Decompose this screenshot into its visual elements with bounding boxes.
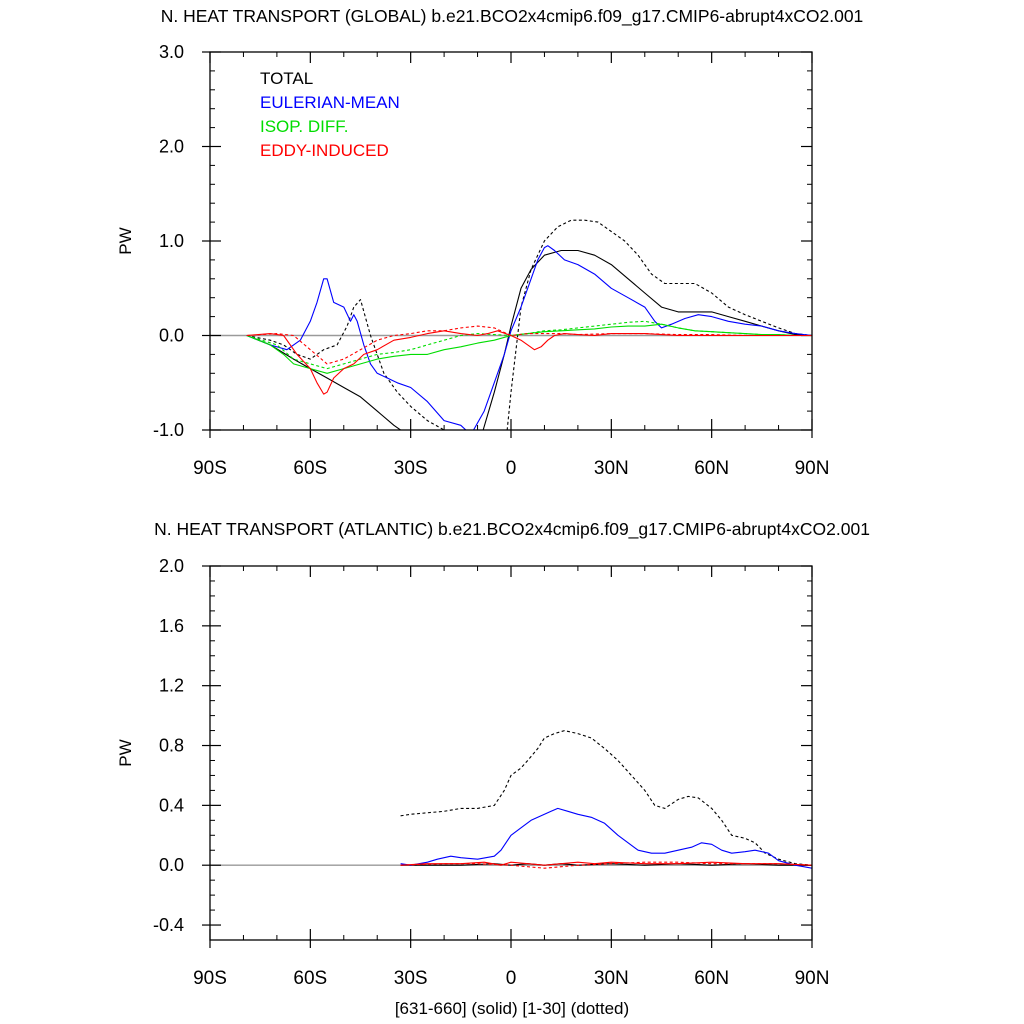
- x-tick-label: 90S: [193, 458, 227, 479]
- x-tick-label: 30S: [394, 968, 428, 989]
- y-tick-label: 3.0: [159, 42, 184, 62]
- y-tick-label: 1.6: [159, 616, 184, 636]
- x-tick-label: 60S: [293, 458, 327, 479]
- series-isop-diff-solid: [246, 323, 812, 374]
- x-tick-label: 90N: [795, 458, 830, 479]
- series-eddy-induced-solid: [400, 861, 812, 866]
- x-tick-label: 60N: [694, 968, 729, 989]
- y-tick-label: -1.0: [153, 420, 184, 440]
- series-eulerian-mean-solid: [246, 245, 812, 430]
- y-axis-label: PW: [116, 739, 135, 766]
- series-total-solid: [246, 249, 812, 430]
- series-eulerian-mean-solid: [400, 807, 812, 869]
- chart-title: N. HEAT TRANSPORT (ATLANTIC) b.e21.BCO2x…: [154, 519, 870, 540]
- legend-entry-isop-diff: ISOP. DIFF.: [260, 117, 349, 136]
- series-eddy-induced-dotted: [400, 861, 812, 869]
- series-total-dotted: [400, 730, 812, 866]
- x-tick-label: 60N: [694, 458, 729, 479]
- legend-entry-total: TOTAL: [260, 69, 313, 88]
- x-tick-label: 90N: [795, 968, 830, 989]
- y-tick-label: 0.8: [159, 736, 184, 756]
- series-eddy-induced-dotted: [246, 325, 812, 365]
- legend-entry-eddy-induced: EDDY-INDUCED: [260, 141, 389, 160]
- series-total-dotted: [246, 219, 812, 430]
- y-tick-label: 2.0: [159, 137, 184, 157]
- legend-entry-eulerian-mean: EULERIAN-MEAN: [260, 93, 400, 112]
- x-tick-label: 0: [506, 968, 517, 989]
- y-tick-label: 2.0: [159, 556, 184, 576]
- series-total-solid: [400, 863, 812, 866]
- y-tick-label: 1.2: [159, 676, 184, 696]
- y-tick-label: -0.4: [153, 915, 184, 935]
- y-tick-label: 0.4: [159, 795, 184, 815]
- x-tick-label: 30S: [394, 458, 428, 479]
- y-tick-label: 0.0: [159, 855, 184, 875]
- y-tick-label: 1.0: [159, 231, 184, 251]
- x-tick-label: 90S: [193, 968, 227, 989]
- x-tick-label: 30N: [594, 458, 629, 479]
- y-axis-label: PW: [116, 227, 135, 254]
- x-tick-label: 60S: [293, 968, 327, 989]
- x-axis-label: [631-660] (solid) [1-30] (dotted): [395, 999, 629, 1018]
- series-eddy-induced-solid: [246, 330, 812, 395]
- y-tick-label: 0.0: [159, 326, 184, 346]
- plot-frame: [209, 565, 813, 941]
- plot-frame: [209, 51, 813, 431]
- x-tick-label: 30N: [594, 968, 629, 989]
- chart-panel-2: N. HEAT TRANSPORT (ATLANTIC) b.e21.BCO2x…: [116, 519, 870, 1018]
- x-tick-label: 0: [506, 458, 517, 479]
- series-isop-diff-dotted: [246, 320, 812, 370]
- chart-title: N. HEAT TRANSPORT (GLOBAL) b.e21.BCO2x4c…: [161, 6, 864, 27]
- chart-panel-1: N. HEAT TRANSPORT (GLOBAL) b.e21.BCO2x4c…: [116, 6, 863, 479]
